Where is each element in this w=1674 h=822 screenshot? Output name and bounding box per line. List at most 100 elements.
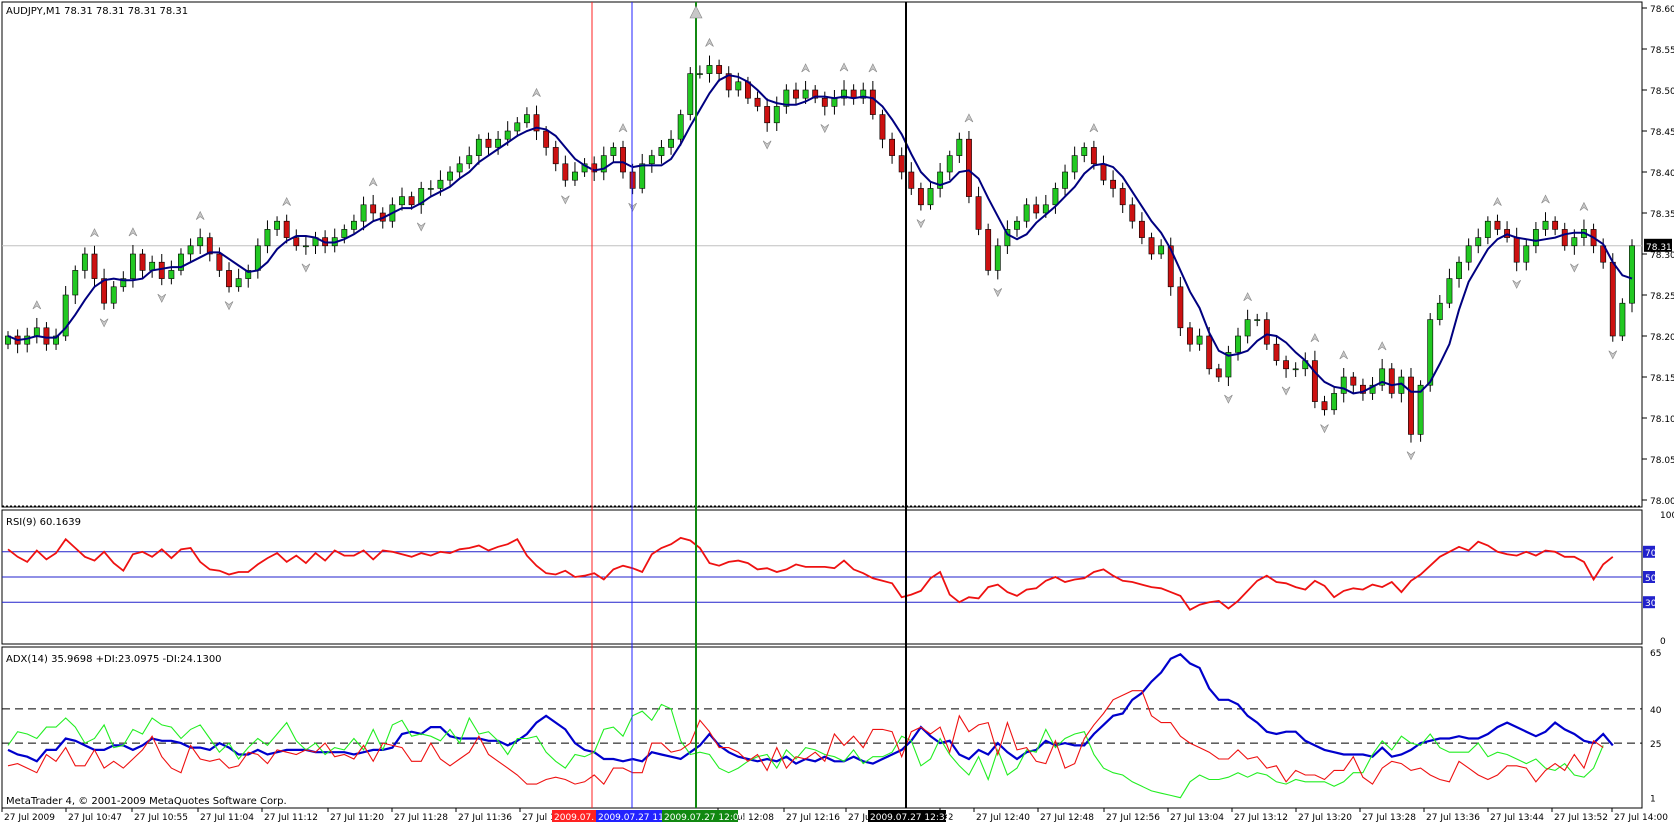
adx-axis-label: 25 <box>1650 740 1661 750</box>
blue-marker-box <box>596 810 662 822</box>
rsi-level-label: 30 <box>1645 599 1657 609</box>
candle <box>1513 227 1520 272</box>
candle-body <box>1033 204 1040 214</box>
rsi-level-box <box>1643 571 1655 583</box>
candle-body <box>812 89 819 99</box>
black-marker-label: 2009.07.27 12:32 <box>870 813 950 822</box>
time-axis-label: 27 Jul 13:52 <box>1554 813 1608 822</box>
candle <box>485 132 492 156</box>
candle-body <box>101 278 108 304</box>
time-axis-label: 27 Jul 11:36 <box>458 813 512 822</box>
candle-body <box>1129 204 1136 222</box>
candle-body <box>475 138 482 156</box>
candle-body <box>91 253 98 279</box>
candle-body <box>1283 360 1289 370</box>
green-marker-label: 2009.07.27 12:06 <box>664 813 745 822</box>
candle <box>1014 216 1020 237</box>
candle <box>168 260 175 285</box>
candle-body <box>1215 368 1222 378</box>
candle-body <box>908 171 915 189</box>
candle <box>495 131 502 155</box>
fractal-down-arrow <box>916 219 926 229</box>
candle <box>1215 363 1222 382</box>
moving-average-line <box>7 74 1633 395</box>
time-axis-label: 27 Jul 11:20 <box>330 813 384 822</box>
candle-body <box>1494 220 1501 230</box>
candle <box>1158 239 1165 259</box>
adx-plusminus-di-line <box>7 703 1604 799</box>
candle-body <box>33 327 40 337</box>
candle <box>533 105 540 141</box>
candle-body <box>1446 278 1453 304</box>
candle-body <box>1090 147 1097 165</box>
candle <box>129 244 136 288</box>
candle-body <box>1340 376 1347 394</box>
candle-body <box>927 188 934 206</box>
candle <box>610 142 617 163</box>
time-axis-label: 27 Jul 11:28 <box>394 813 448 822</box>
candle <box>812 85 819 104</box>
candle <box>235 268 242 292</box>
symbol-info: AUDJPY,M1 78.31 78.31 78.31 78.31 <box>6 6 188 17</box>
candle <box>629 163 636 195</box>
candle-body <box>1273 343 1280 361</box>
candle-body <box>937 171 944 189</box>
candle-body <box>1225 352 1232 378</box>
fractal-up-arrow <box>868 63 878 73</box>
candle <box>1321 395 1328 416</box>
rsi-level-box <box>1643 545 1655 558</box>
candle <box>581 158 588 177</box>
candle-body <box>1523 245 1530 263</box>
current-price-label: 78.31 <box>1646 243 1672 253</box>
fractal-down-arrow <box>628 202 637 212</box>
price-axis-label: 78.20 <box>1650 333 1674 343</box>
candle <box>985 223 992 276</box>
candle <box>1379 358 1386 391</box>
candle <box>725 66 732 98</box>
candle <box>1244 309 1251 344</box>
candle-body <box>1552 220 1559 230</box>
time-axis-label: 27 Jul 11:12 <box>264 813 318 822</box>
candle <box>1283 355 1289 378</box>
candle <box>850 84 857 105</box>
candle <box>793 82 799 105</box>
candle <box>283 214 290 244</box>
candle <box>1235 327 1241 361</box>
candle <box>716 59 723 82</box>
candle-body <box>1004 229 1011 247</box>
candle <box>1408 367 1414 443</box>
time-axis-label: 27 Jul 1 <box>522 813 556 822</box>
candle-body <box>360 204 367 222</box>
candle <box>81 247 88 279</box>
time-axis-label: 27 Jul 13:12 <box>1234 813 1288 822</box>
candle <box>197 228 204 254</box>
candle-body <box>1052 188 1059 206</box>
candle-body <box>687 73 694 115</box>
time-axis-label: 27 Jul 12:16 <box>786 813 840 822</box>
candle <box>841 80 847 106</box>
candle <box>1225 345 1232 387</box>
candle-body <box>139 253 146 271</box>
candle <box>975 186 982 236</box>
time-axis-label: 27 Jul 10:47 <box>68 813 122 822</box>
candle-body <box>975 196 982 230</box>
candle-body <box>552 147 559 165</box>
fractal-down-arrow <box>762 140 772 150</box>
rsi-axis-label: 0 <box>1660 637 1666 647</box>
candle <box>456 156 463 178</box>
fractal-down-arrow <box>561 195 570 205</box>
time-axis-label: 27 Jul 13:20 <box>1298 813 1352 822</box>
candle <box>1004 220 1011 254</box>
adx-panel-frame <box>1 646 1643 809</box>
candle-body <box>1609 261 1616 337</box>
candle <box>1619 298 1626 341</box>
candle <box>302 235 309 255</box>
candle <box>908 162 915 195</box>
candle-body <box>754 97 761 107</box>
candle <box>1340 367 1347 403</box>
candle-body <box>572 171 578 181</box>
candle <box>648 149 655 173</box>
price-axis-label: 78.00 <box>1650 497 1674 507</box>
candle <box>898 147 905 180</box>
